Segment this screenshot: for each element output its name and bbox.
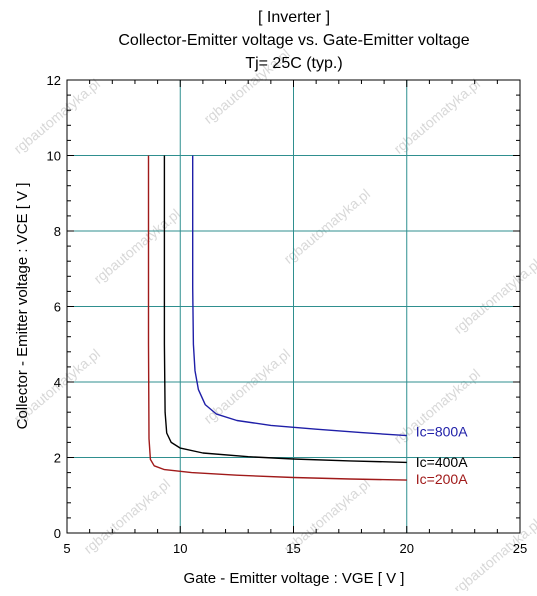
- series-annotation: Ic=400A: [416, 454, 468, 470]
- x-tick-label: 5: [63, 541, 70, 556]
- series-line-ic-800a: [191, 155, 407, 437]
- watermark-text: rgbautomatyka.pl: [451, 256, 537, 337]
- watermark-text: rgbautomatyka.pl: [91, 206, 184, 287]
- x-axis-label: Gate - Emitter voltage : VGE [ V ]: [184, 570, 405, 587]
- ticks-layer: 5 10 15 20 25 0 2 4 6 8 10 12: [47, 73, 528, 556]
- grid-layer: [67, 80, 520, 533]
- y-axis-label: Collector - Emitter voltage : VCE [ V ]: [14, 183, 31, 430]
- watermark-text: rgbautomatyka.pl: [281, 186, 374, 267]
- y-tick-label: 8: [54, 224, 61, 239]
- y-tick-label: 2: [54, 451, 61, 466]
- watermark-layer: rgbautomatyka.pl rgbautomatyka.pl rgbautom…: [11, 46, 537, 596]
- series-line-ic-400a: [163, 155, 407, 464]
- y-tick-label: 10: [47, 149, 61, 164]
- chart-title-line-2: Collector-Emitter voltage vs. Gate-Emitt…: [118, 32, 469, 49]
- x-tick-label: 20: [400, 541, 414, 556]
- watermark-text: rgbautomatyka.pl: [201, 346, 294, 427]
- watermark-text: rgbautomatyka.pl: [391, 76, 484, 157]
- x-tick-label: 25: [513, 541, 527, 556]
- y-tick-label: 12: [47, 73, 61, 88]
- series-annotation: Ic=800A: [416, 424, 468, 440]
- series-annotation: Ic=200A: [416, 471, 468, 487]
- x-tick-label: 10: [173, 541, 187, 556]
- y-tick-label: 6: [54, 300, 61, 315]
- x-tick-label: 15: [286, 541, 300, 556]
- watermark-text: rgbautomatyka.pl: [81, 476, 174, 557]
- series-layer: [147, 155, 407, 481]
- series-line-ic-200a: [147, 155, 407, 481]
- y-tick-label: 4: [54, 375, 61, 390]
- chart-title-line-1: [ Inverter ]: [258, 9, 330, 26]
- y-tick-label: 0: [54, 526, 61, 541]
- chart-title-line-3: Tj= 25C (typ.): [245, 55, 342, 72]
